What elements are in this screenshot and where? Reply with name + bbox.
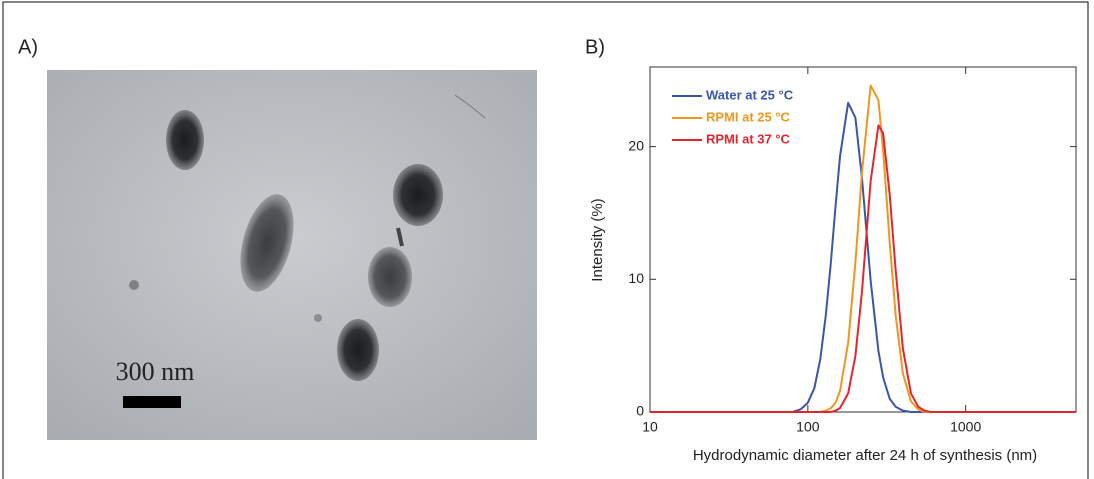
y-tick-label: 10	[628, 270, 644, 286]
panel-label: A)	[18, 36, 38, 58]
panel-label: B)	[585, 36, 605, 58]
x-axis-label: Hydrodynamic diameter after 24 h of synt…	[693, 447, 1037, 464]
scale-bar-label: 300 nm	[116, 357, 195, 386]
line	[650, 103, 1076, 412]
y-axis-label: Intensity (%)	[589, 198, 606, 281]
y-tick-label: 20	[628, 137, 644, 153]
figure: A) 300 nm B) Hydrodynamic diameter after…	[0, 0, 1094, 479]
legend-label: Water at 25 °C	[706, 87, 794, 102]
y-tick-label: 0	[636, 403, 644, 419]
legend-label: RPMI at 25 °C	[706, 109, 791, 124]
x-tick-label: 100	[796, 419, 820, 435]
x-tick-label: 1000	[950, 419, 981, 435]
x-tick-label: 10	[642, 419, 658, 435]
legend-label: RPMI at 37 °C	[706, 131, 791, 146]
